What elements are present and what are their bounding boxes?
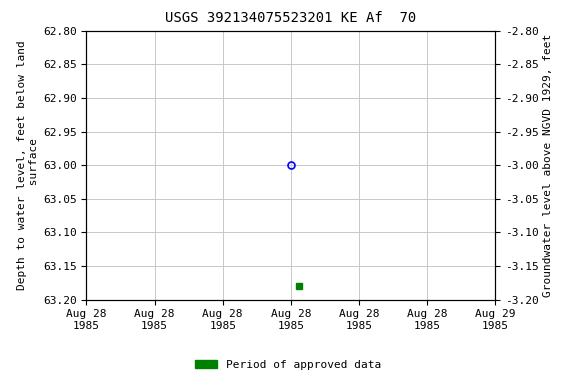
Y-axis label: Groundwater level above NGVD 1929, feet: Groundwater level above NGVD 1929, feet xyxy=(543,33,553,297)
Legend: Period of approved data: Period of approved data xyxy=(191,356,385,375)
Title: USGS 392134075523201 KE Af  70: USGS 392134075523201 KE Af 70 xyxy=(165,12,416,25)
Y-axis label: Depth to water level, feet below land
 surface: Depth to water level, feet below land su… xyxy=(17,40,39,290)
